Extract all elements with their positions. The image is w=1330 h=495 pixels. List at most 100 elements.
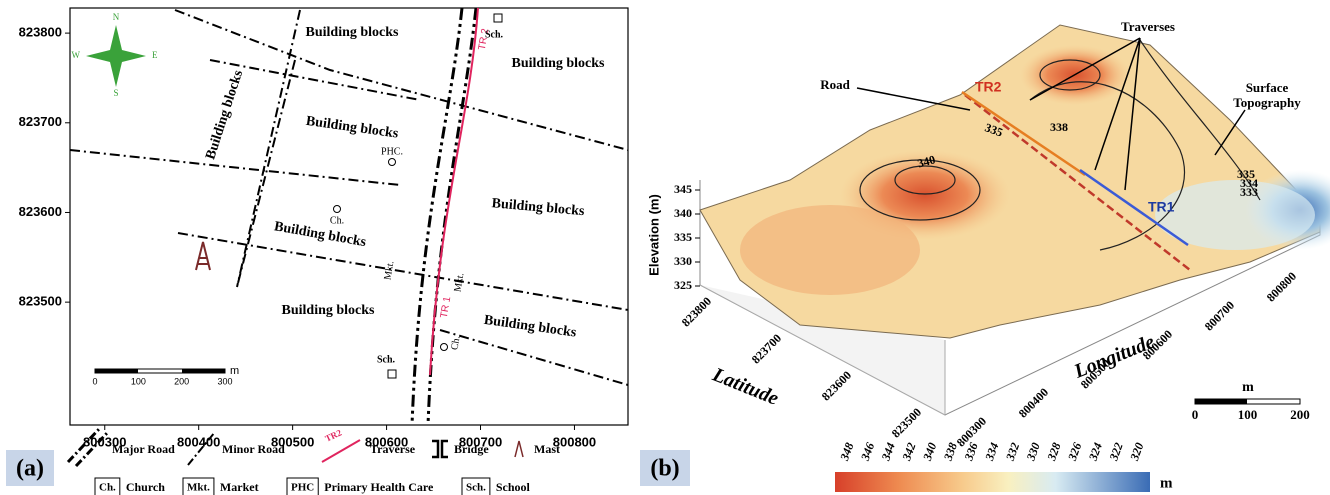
area-label: Building blocks: [483, 313, 578, 341]
longitude-tick-label: 800400: [1016, 385, 1051, 420]
colorbar-tick-label: 340: [920, 441, 940, 464]
colorbar-tick-label: 332: [1003, 441, 1023, 464]
minor-road: [237, 10, 300, 287]
colorbar-tick-label: 346: [858, 441, 878, 464]
contour-label: 333: [1240, 185, 1258, 199]
compass-label: N: [113, 12, 120, 22]
scale-tick-label: 300: [217, 376, 232, 386]
figure: 8003008004008005008006008007008008008235…: [0, 0, 1330, 495]
area-label: Building blocks: [282, 303, 376, 318]
scale-tick-label: 100: [1238, 407, 1258, 422]
abbreviation: Mkt.: [187, 482, 210, 494]
traverse-label: TR2: [975, 79, 1002, 95]
y-tick-label: 823600: [19, 204, 62, 219]
compass-label: S: [113, 88, 118, 98]
area-label: Building blocks: [512, 56, 606, 71]
legend-label: Mast: [534, 442, 560, 456]
abbreviation: Sch.: [466, 482, 486, 494]
contour-label: 338: [1050, 120, 1068, 134]
scale-tick-label: 200: [1290, 407, 1310, 422]
hill: [740, 205, 920, 295]
traverse-label: TR 1: [439, 295, 454, 319]
longitude-tick-label: 800800: [1264, 269, 1299, 304]
z-tick-label: 345: [674, 182, 692, 196]
scale-bar: m 0 100 200: [1192, 380, 1310, 422]
major-road: [412, 8, 476, 425]
area-label: Building blocks: [273, 219, 368, 250]
colorbar: [835, 472, 1150, 492]
area-label: Building blocks: [305, 114, 400, 142]
colorbar-tick-label: 334: [982, 441, 1002, 464]
minor-road: [440, 330, 628, 385]
legend-traverse-symbol: TR2: [323, 427, 343, 443]
scale-unit: m: [230, 365, 239, 377]
scale-tick-label: 0: [1192, 407, 1199, 422]
scale-tick-label: 0: [92, 376, 97, 386]
panel-label: (b): [650, 456, 679, 482]
colorbar-tick-label: 328: [1044, 441, 1064, 464]
place-label: Sch.: [377, 354, 396, 365]
panel-label: (a): [16, 456, 44, 482]
x-tick-label: 800400: [177, 434, 220, 449]
colorbar-tick-label: 324: [1085, 441, 1105, 464]
major-road-edge: [412, 8, 462, 425]
scale-bar-segment: [95, 369, 138, 373]
places: Sch. PHC. Ch. Mkt. Mkt. Ch. Sch.: [330, 14, 504, 378]
axis-title: Elevation (m): [646, 194, 661, 276]
z-tick-label: 335: [674, 230, 692, 244]
scale-bar-segment: [182, 369, 225, 373]
church-icon: [441, 344, 448, 351]
legend-label: Traverse: [370, 442, 416, 456]
colorbar-tick-label: 344: [878, 441, 898, 464]
minor-road: [178, 233, 628, 310]
colorbar-tick-label: 320: [1127, 441, 1147, 464]
legend-mast: [515, 441, 523, 457]
scale-unit: m: [1242, 380, 1254, 395]
scale-bar-segment: [1195, 399, 1247, 404]
z-tick-label: 325: [674, 278, 692, 292]
place-label: Mkt.: [382, 260, 396, 281]
colorbar-ticks: 3483463443423403383363343323303283263243…: [837, 441, 1147, 464]
axis-title: Latitude: [709, 363, 782, 410]
scale-tick-label: 100: [131, 376, 146, 386]
scale-tick-label: 200: [174, 376, 189, 386]
latitude-tick-label: 823800: [679, 294, 714, 329]
colorbar-tick-label: 342: [899, 441, 919, 464]
legend-label: Major Road: [112, 442, 175, 456]
abbreviation-meaning: Market: [220, 480, 259, 494]
abbreviation-meaning: School: [496, 480, 531, 494]
compass-label: E: [152, 50, 158, 60]
compass: N E S W: [72, 12, 159, 98]
y-tick-label: 823800: [19, 25, 62, 40]
mast-icon: [196, 242, 210, 270]
compass-center: [109, 49, 123, 63]
mast: [196, 242, 210, 270]
figure-canvas: 8003008004008005008006008007008008008235…: [0, 0, 1330, 495]
area-label: Building blocks: [203, 68, 246, 162]
abbreviation-meaning: Primary Health Care: [324, 480, 434, 494]
z-tick-label: 330: [674, 254, 692, 268]
place-label: Sch.: [485, 29, 504, 40]
minor-road: [70, 150, 400, 185]
legend-label: Bridge: [454, 442, 489, 456]
scale-ticks: 0 100 200: [1192, 407, 1310, 422]
abbreviation: Ch.: [99, 482, 116, 494]
z-tick-label: 340: [674, 206, 692, 220]
abbreviation: PHC: [291, 482, 314, 494]
place-label: Ch.: [330, 215, 344, 226]
latitude-tick-label: 823600: [819, 368, 854, 403]
annotation: Road: [820, 77, 850, 92]
legend-bridge: [432, 441, 448, 457]
phc-icon: [389, 159, 396, 166]
longitude-tick-label: 800700: [1202, 298, 1237, 333]
area-label: Building blocks: [306, 25, 400, 40]
place-label: Mkt.: [452, 272, 466, 293]
place-label: PHC.: [381, 146, 403, 157]
traverse-label: TR1: [1148, 199, 1175, 215]
scale-bar: m 0 100 200 300: [92, 365, 239, 386]
legend-label: Minor Road: [222, 442, 285, 456]
area-label: Building blocks: [491, 196, 585, 219]
colorbar-tick-label: 348: [837, 441, 857, 464]
compass-label: W: [72, 50, 81, 60]
y-tick-label: 823700: [19, 114, 62, 129]
